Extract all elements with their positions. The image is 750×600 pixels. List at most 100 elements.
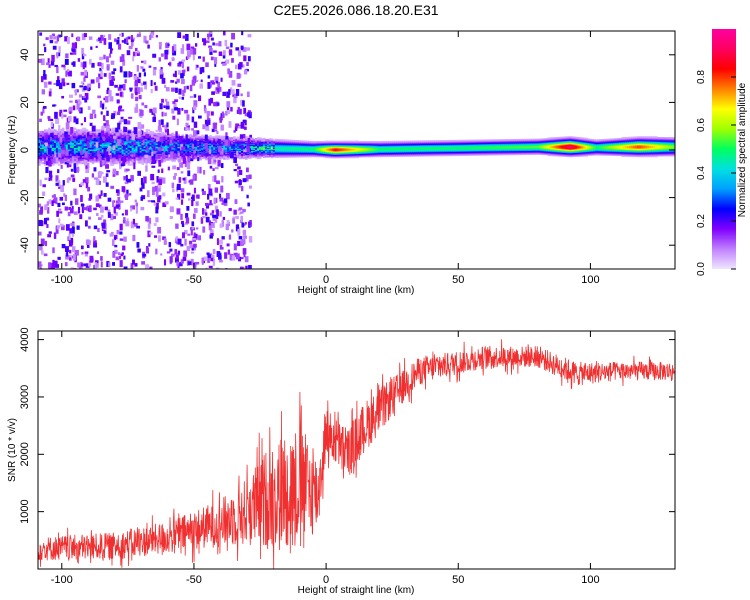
- heatmap-cell: [471, 140, 475, 143]
- heatmap-cell: [298, 148, 302, 150]
- heatmap-cell: [276, 154, 280, 156]
- heatmap-cell: [314, 151, 318, 154]
- heatmap-cell: [111, 134, 115, 137]
- heatmap-cell: [49, 145, 53, 148]
- heatmap-cell: [448, 144, 451, 146]
- heatmap-cell: [446, 142, 449, 144]
- heatmap-cell: [125, 153, 129, 157]
- heatmap-cell: [71, 140, 75, 143]
- heatmap-cell: [87, 148, 91, 152]
- heatmap-cell: [398, 141, 401, 143]
- heatmap-cell: [262, 147, 266, 150]
- heatmap-cell: [481, 154, 485, 156]
- heatmap-cell: [41, 152, 45, 155]
- heatmap-cell: [171, 159, 174, 162]
- heatmap-cell: [298, 146, 302, 148]
- heatmap-cell: [252, 147, 256, 149]
- heatmap-cell: [460, 150, 463, 152]
- heatmap-cell: [270, 145, 274, 147]
- heatmap-cell: [430, 151, 433, 153]
- heatmap-cell: [372, 149, 376, 151]
- heatmap-cell: [53, 137, 57, 140]
- heatmap-cell: [39, 145, 43, 148]
- heatmap-cell: [127, 135, 131, 139]
- heatmap-cell: [396, 155, 399, 157]
- heatmap-cell: [400, 148, 403, 151]
- heatmap-cell: [185, 143, 188, 146]
- heatmap-cell: [394, 148, 397, 151]
- heatmap-cell: [440, 143, 443, 145]
- heatmap-cell: [318, 154, 322, 157]
- heatmap-cell: [278, 143, 282, 146]
- heatmap-cell: [328, 140, 332, 142]
- heatmap-cell: [426, 146, 429, 148]
- heatmap-cell: [249, 154, 252, 156]
- heatmap-cell: [420, 142, 423, 144]
- heatmap-cell: [262, 151, 266, 154]
- heatmap-cell: [346, 154, 350, 157]
- heatmap-cell: [95, 157, 99, 160]
- heatmap-cell: [217, 158, 220, 161]
- heatmap-cell: [53, 134, 57, 137]
- heatmap-cell: [284, 142, 288, 144]
- heatmap-cell: [354, 156, 358, 158]
- heatmap-cell: [264, 150, 268, 152]
- heatmap-cell: [380, 155, 383, 157]
- heatmap-cell: [209, 140, 212, 143]
- heatmap-cell: [346, 146, 350, 149]
- heatmap-cell: [479, 146, 483, 148]
- heatmap-cell: [139, 128, 143, 131]
- heatmap-cell: [282, 151, 286, 154]
- heatmap-cell: [111, 161, 115, 165]
- heatmap-cell: [410, 153, 413, 155]
- heatmap-cell: [469, 149, 473, 152]
- heatmap-cell: [362, 145, 366, 147]
- heatmap-cell: [366, 152, 370, 154]
- heatmap-cell: [241, 152, 244, 155]
- heatmap-cell: [416, 149, 419, 151]
- heatmap-cell: [344, 149, 348, 151]
- heatmap-cell: [400, 140, 403, 142]
- heatmap-cell: [163, 146, 166, 149]
- heatmap-cell: [358, 145, 362, 148]
- heatmap-cell: [487, 145, 491, 147]
- heatmap-cell: [402, 152, 405, 154]
- heatmap-cell: [316, 149, 320, 152]
- heatmap-cell: [173, 134, 176, 137]
- heatmap-cell: [442, 147, 445, 149]
- heatmap-cell: [308, 153, 312, 156]
- heatmap-cell: [211, 151, 214, 154]
- heatmap-cell: [276, 147, 280, 150]
- heatmap-cell: [310, 153, 314, 155]
- heatmap-cell: [284, 152, 288, 154]
- heatmap-cell: [165, 155, 168, 158]
- heatmap-cell: [328, 150, 332, 152]
- heatmap-cell: [39, 152, 43, 155]
- heatmap-cell: [249, 147, 252, 149]
- heatmap-cell: [185, 147, 188, 150]
- heatmap-cell: [71, 143, 75, 147]
- heatmap-cell: [320, 156, 324, 158]
- heatmap-cell: [213, 156, 216, 158]
- heatmap-cell: [406, 143, 409, 145]
- heatmap-cell: [278, 141, 282, 143]
- heatmap-cell: [479, 148, 483, 151]
- heatmap-cell: [201, 146, 204, 149]
- heatmap-cell: [284, 147, 288, 150]
- heatmap-cell: [338, 153, 342, 155]
- heatmap-cell: [193, 146, 196, 149]
- heatmap-cell: [256, 155, 260, 158]
- heatmap-cell: [432, 151, 435, 154]
- heatmap-cell: [139, 148, 143, 152]
- heatmap-cell: [195, 146, 198, 149]
- heatmap-cell: [306, 153, 310, 155]
- heatmap-cell: [489, 139, 493, 141]
- heatmap-cell: [73, 137, 77, 140]
- heatmap-cell: [243, 144, 246, 146]
- heatmap-cell: [448, 146, 451, 149]
- heatmap-cell: [410, 154, 413, 156]
- heatmap-cell: [161, 133, 165, 136]
- heatmap-cell: [448, 151, 451, 153]
- heatmap-cell: [213, 144, 216, 147]
- heatmap-cell: [342, 154, 346, 157]
